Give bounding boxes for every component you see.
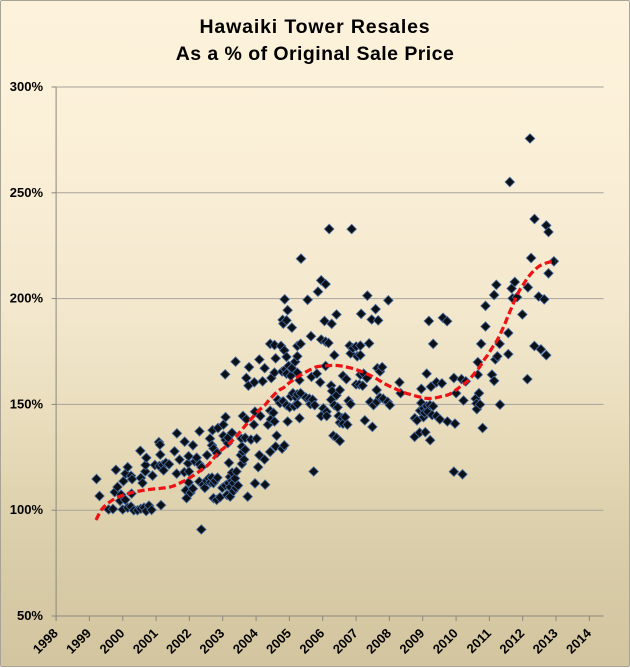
svg-text:2008: 2008	[363, 626, 394, 657]
svg-text:2004: 2004	[230, 625, 262, 657]
svg-text:1998: 1998	[30, 626, 61, 657]
svg-text:2002: 2002	[163, 626, 194, 657]
svg-text:2001: 2001	[130, 626, 161, 657]
svg-text:2003: 2003	[196, 626, 227, 657]
svg-text:2005: 2005	[263, 626, 294, 657]
svg-text:2007: 2007	[330, 626, 361, 657]
svg-text:2011: 2011	[464, 626, 495, 657]
svg-text:2000: 2000	[96, 626, 127, 657]
svg-text:150%: 150%	[10, 396, 44, 411]
svg-text:2013: 2013	[530, 626, 561, 657]
svg-text:50%: 50%	[17, 608, 43, 623]
svg-text:250%: 250%	[10, 185, 44, 200]
svg-text:300%: 300%	[10, 79, 44, 94]
svg-text:2014: 2014	[563, 625, 595, 657]
svg-text:2009: 2009	[396, 626, 427, 657]
svg-text:200%: 200%	[10, 291, 44, 306]
svg-text:2010: 2010	[430, 626, 461, 657]
svg-text:2006: 2006	[296, 626, 327, 657]
svg-text:100%: 100%	[10, 502, 44, 517]
svg-text:1999: 1999	[63, 626, 94, 657]
svg-text:2012: 2012	[496, 626, 527, 657]
